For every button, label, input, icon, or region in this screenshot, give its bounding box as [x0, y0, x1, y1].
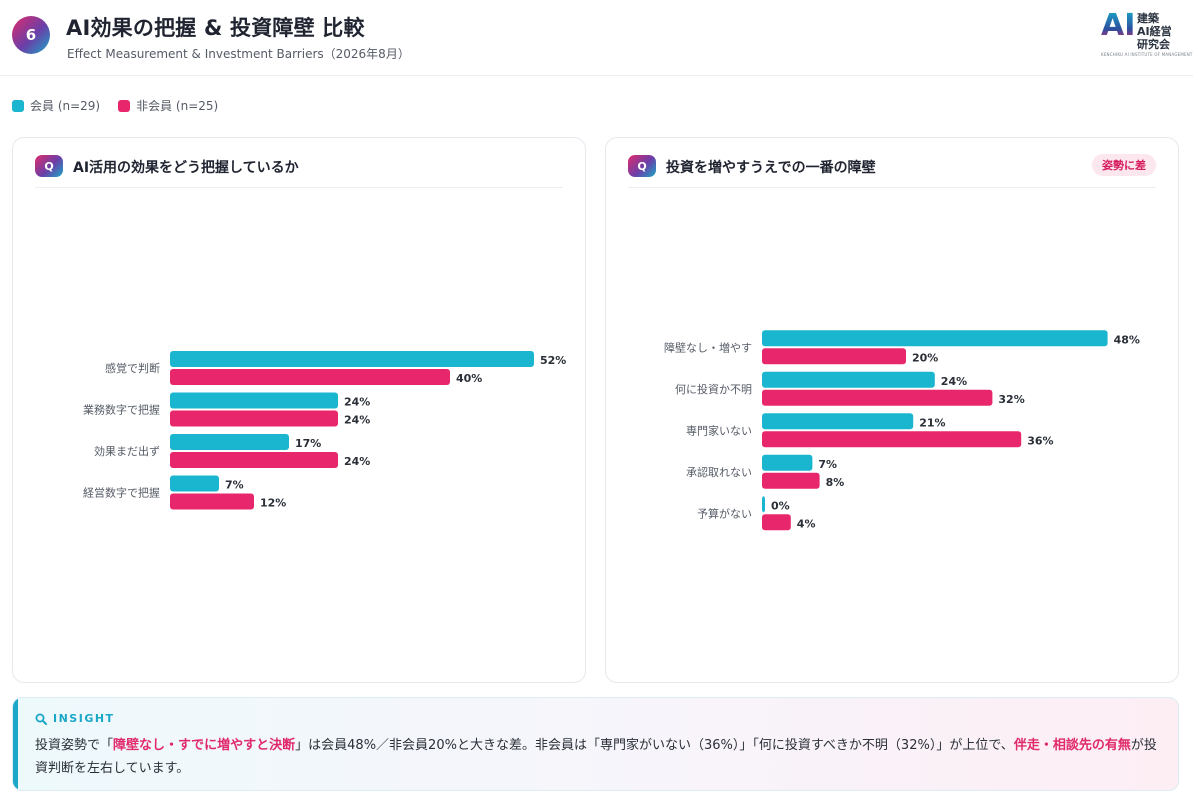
data-label: 8% — [826, 476, 845, 489]
bar-nonmember — [170, 493, 254, 510]
organization-logo: AI 建築 AI経営 研究会 KENCHIKU AI INSTITUTE OF … — [1101, 8, 1192, 60]
data-label: 40% — [456, 372, 482, 385]
logo-line-2: AI経営 — [1137, 25, 1172, 38]
investment-barrier-chart: 障壁なし・増やす 48% 20% 何に投資か不明 24% 32% 専門家いない 21% 36% 承… — [664, 330, 1140, 531]
insight-highlight-1: 障壁なし・すでに増やすと決断 — [113, 738, 296, 753]
insight-highlight-2: 伴走・相談先の有無 — [1013, 738, 1131, 753]
category-label: 業務数字で把握 — [83, 403, 160, 417]
bar-member — [762, 496, 765, 513]
data-label: 24% — [344, 414, 370, 427]
legend-item-member: 会員 (n=29) — [12, 97, 100, 114]
category-label: 感覚で判断 — [105, 361, 160, 375]
insight-label: INSIGHT — [53, 712, 115, 725]
bar-member — [762, 330, 1108, 347]
page-header: 6 AI効果の把握 & 投資障壁 比較 Effect Measurement &… — [0, 0, 1193, 76]
data-label: 4% — [797, 517, 816, 530]
category-label: 障壁なし・増やす — [664, 340, 752, 354]
data-label: 7% — [225, 479, 244, 492]
data-label: 24% — [344, 396, 370, 409]
legend-swatch-nonmember — [118, 99, 131, 112]
effect-measurement-chart: 感覚で判断 52% 40% 業務数字で把握 24% 24% 効果まだ出ず 17% 24% 経営数字… — [83, 351, 566, 510]
data-label: 24% — [344, 455, 370, 468]
panel-question: 投資を増やすうえでの一番の障壁 — [666, 160, 876, 176]
bar-member — [170, 475, 219, 492]
slide-number-badge: 6 — [12, 16, 50, 54]
data-label: 52% — [540, 354, 566, 367]
insight-accent-bar — [13, 698, 18, 790]
data-label: 36% — [1027, 434, 1053, 447]
data-label: 0% — [771, 499, 790, 512]
bar-nonmember — [170, 369, 450, 385]
legend-label-member: 会員 (n=29) — [30, 99, 101, 113]
page-title: AI効果の把握 & 投資障壁 比較 — [66, 16, 365, 40]
category-label: 承認取れない — [686, 465, 752, 479]
insight-box: INSIGHT 投資姿勢で「障壁なし・すでに増やすと決断」は会員48%／非会員2… — [12, 697, 1179, 791]
category-label: 専門家いない — [686, 423, 752, 437]
insight-text-3: が投資判断を左右しています。 — [35, 738, 1157, 776]
data-label: 17% — [295, 437, 321, 450]
bar-nonmember — [762, 431, 1022, 448]
bar-nonmember — [762, 514, 791, 531]
data-label: 48% — [1114, 333, 1140, 346]
panel-question: AI活用の効果をどう把握しているか — [73, 160, 299, 176]
bar-member — [170, 351, 534, 367]
bar-member — [170, 392, 338, 409]
insight-text-1: 投資姿勢で「 — [35, 738, 114, 753]
category-label: 何に投資か不明 — [675, 382, 752, 396]
data-label: 32% — [998, 393, 1024, 406]
category-label: 経営数字で把握 — [83, 486, 160, 500]
bar-nonmember — [170, 452, 338, 468]
legend-item-nonmember: 非会員 (n=25) — [118, 97, 218, 114]
logo-line-1: 建築 — [1137, 12, 1159, 25]
logo-tagline: KENCHIKU AI INSTITUTE OF MANAGEMENT — [1101, 52, 1193, 57]
logo-line-3: 研究会 — [1137, 38, 1170, 51]
insight-text-2: 」は会員48%／非会員20%と大きな差。非会員は「専門家がいない（36%）」「何… — [295, 738, 1014, 753]
question-icon: Q — [628, 155, 656, 177]
bar-nonmember — [170, 410, 338, 427]
legend-swatch-member — [12, 99, 24, 112]
panel-header: Q 投資を増やすうえでの一番の障壁 姿勢に差 — [628, 154, 1156, 188]
chart-legend: 会員 (n=29) 非会員 (n=25) — [12, 97, 218, 114]
bar-member — [762, 413, 914, 430]
difference-tag: 姿勢に差 — [1092, 154, 1156, 176]
data-label: 7% — [818, 458, 837, 471]
logo-mark: AI — [1101, 8, 1136, 43]
investment-barrier-panel: Q 投資を増やすうえでの一番の障壁 姿勢に差 障壁なし・増やす 48% 20% 何に投… — [605, 137, 1179, 683]
insight-text: 投資姿勢で「障壁なし・すでに増やすと決断」は会員48%／非会員20%と大きな差。… — [35, 734, 1160, 780]
panel-header: Q AI活用の効果をどう把握しているか — [35, 154, 563, 188]
data-label: 12% — [260, 497, 286, 510]
data-label: 20% — [912, 351, 938, 364]
category-label: 効果まだ出ず — [94, 444, 160, 458]
category-label: 予算がない — [697, 506, 752, 520]
effect-measurement-panel: Q AI活用の効果をどう把握しているか 感覚で判断 52% 40% 業務数字で把握 24… — [12, 137, 586, 683]
page-subtitle: Effect Measurement & Investment Barriers… — [67, 47, 410, 61]
logo-name: 建築 AI経営 研究会 — [1137, 12, 1172, 51]
bar-nonmember — [762, 472, 820, 489]
magnifier-icon — [35, 713, 47, 725]
bar-nonmember — [762, 348, 906, 365]
legend-label-nonmember: 非会員 (n=25) — [136, 99, 219, 113]
bar-member — [762, 454, 813, 471]
insight-header: INSIGHT — [35, 712, 115, 725]
bar-member — [762, 371, 935, 388]
bar-member — [170, 434, 289, 450]
question-icon: Q — [35, 155, 63, 177]
bar-nonmember — [762, 389, 993, 406]
data-label: 24% — [941, 375, 967, 388]
data-label: 21% — [919, 416, 945, 429]
